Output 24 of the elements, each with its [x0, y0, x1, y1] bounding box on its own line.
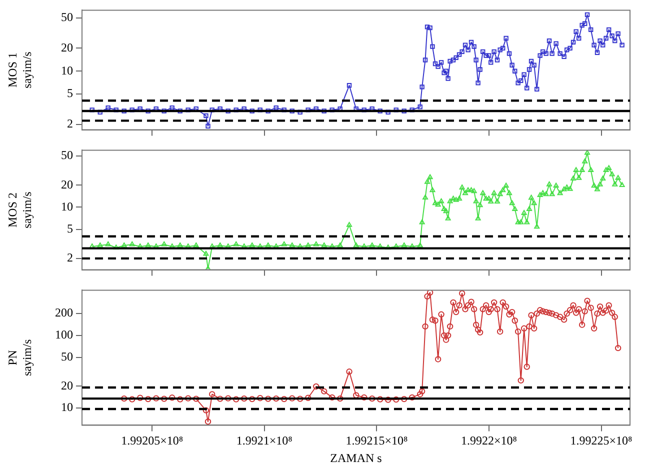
y-axis-title: MOS 2 sayim/s [5, 191, 34, 228]
y-axis-title: PN sayim/s [5, 339, 34, 376]
y-tick-label: 20 [61, 40, 73, 54]
x-tick-label: 1.99225×10⁸ [570, 434, 632, 448]
y-tick-label: 10 [61, 63, 73, 78]
y-tick-label: 2 [67, 116, 73, 131]
y-tick-label: 2 [67, 250, 73, 265]
y-tick-label: 5 [67, 86, 73, 100]
x-axis-title: ZAMAN s [330, 450, 382, 465]
y-tick-label: 10 [61, 400, 73, 414]
y-tick-label: 5 [67, 221, 73, 236]
y-tick-label: 10 [61, 199, 73, 214]
x-tick-label: 1.99215×10⁸ [346, 434, 408, 448]
x-tick-label: 1.9922×10⁸ [460, 434, 517, 448]
y-tick-label: 20 [61, 378, 73, 392]
y-tick-label: 50 [61, 148, 73, 162]
y-tick-label: 200 [55, 306, 73, 320]
y-tick-label: 100 [55, 328, 73, 342]
y-tick-label: 50 [61, 349, 73, 364]
x-tick-label: 1.99205×10⁸ [121, 434, 184, 448]
y-tick-label: 20 [61, 177, 73, 192]
x-tick-label: 1.9921×10⁸ [236, 434, 292, 448]
y-tick-label: 50 [61, 10, 73, 24]
y-axis-title: MOS 1 sayim/s [5, 51, 34, 88]
